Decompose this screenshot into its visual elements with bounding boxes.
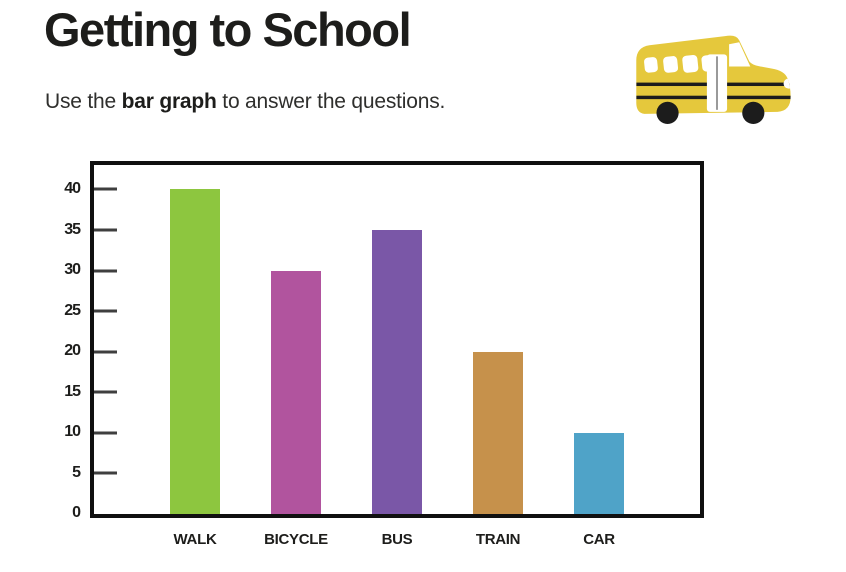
y-tick-mark [94,390,117,394]
y-tick-label: 10 [64,423,81,441]
bus-headlight [783,78,791,89]
page-subtitle: Use the bar graph to answer the question… [45,90,445,114]
y-tick-label: 30 [64,261,81,279]
subtitle-bold-term: bar graph [121,90,217,113]
x-tick-label-walk: WALK [173,531,217,548]
plot-area [90,161,704,518]
y-axis-labels: 0 5 10 15 20 25 30 35 40 [28,165,81,521]
y-tick-label: 15 [64,382,81,400]
y-tick-label: 0 [72,504,81,521]
school-bus-icon [636,35,791,124]
bar-bicycle [271,270,321,514]
x-tick-label-car: CAR [583,531,615,548]
bus-windshield [729,42,751,67]
bus-window [663,56,679,73]
bar-train [473,351,523,514]
y-tick-mark [94,269,117,273]
y-tick-mark [94,187,117,191]
y-tick-mark [94,309,117,313]
y-tick-label: 20 [64,342,81,360]
bus-wheel-rear [656,101,679,124]
y-tick-mark [94,431,117,435]
bar-walk [170,189,220,514]
bar-bus [372,229,422,514]
y-tick-label: 40 [64,180,81,198]
x-tick-label-bus: BUS [381,531,413,548]
bus-window [682,54,699,73]
bar-car [574,432,624,514]
y-tick-mark [94,471,117,475]
bus-window [644,57,658,73]
y-tick-label: 35 [64,220,81,238]
page-title: Getting to School [44,3,412,56]
x-tick-label-train: TRAIN [475,531,521,548]
subtitle-suffix: to answer the questions. [216,90,446,113]
x-tick-label-bicycle: BICYCLE [264,531,328,548]
subtitle-prefix: Use the [45,90,122,113]
y-tick-mark [94,228,117,232]
y-tick-mark [94,350,117,354]
x-axis-labels: WALK BICYCLE BUS TRAIN CAR [94,531,700,553]
bus-wheel-front [742,101,765,124]
y-tick-label: 25 [64,301,81,319]
y-tick-label: 5 [72,463,81,481]
bus-door-line [715,56,718,110]
